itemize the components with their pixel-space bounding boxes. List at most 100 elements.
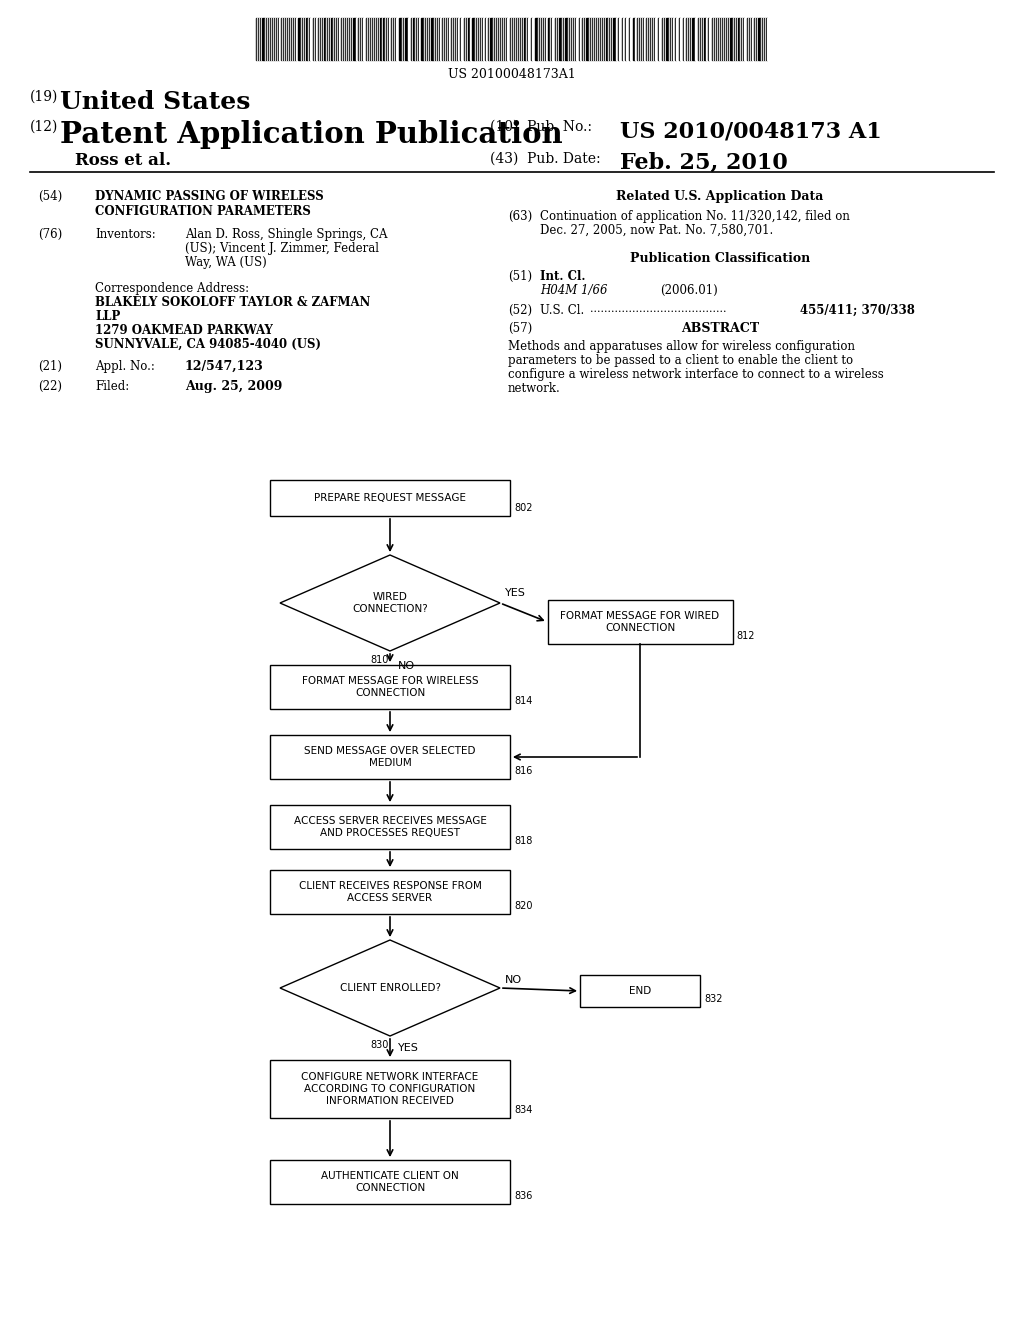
Text: 830: 830 xyxy=(371,1040,389,1049)
Bar xyxy=(626,18,629,59)
Text: 816: 816 xyxy=(514,766,532,776)
Bar xyxy=(507,18,510,59)
Bar xyxy=(666,18,669,59)
Bar xyxy=(406,18,408,59)
Text: CLIENT ENROLLED?: CLIENT ENROLLED? xyxy=(340,983,440,993)
Text: Way, WA (US): Way, WA (US) xyxy=(185,256,266,269)
Bar xyxy=(270,870,510,913)
Text: (63): (63) xyxy=(508,210,532,223)
Text: 814: 814 xyxy=(514,696,532,706)
Text: H04M 1/66: H04M 1/66 xyxy=(540,284,607,297)
Text: Inventors:: Inventors: xyxy=(95,228,156,242)
Bar xyxy=(472,18,475,59)
Bar xyxy=(586,18,589,59)
Bar xyxy=(684,18,686,59)
Text: Patent Application Publication: Patent Application Publication xyxy=(60,120,562,149)
Bar xyxy=(706,18,708,59)
Text: 802: 802 xyxy=(514,503,532,513)
Bar xyxy=(575,18,579,59)
Bar xyxy=(399,18,402,59)
Text: Related U.S. Application Data: Related U.S. Application Data xyxy=(616,190,823,203)
Bar xyxy=(673,18,675,59)
Text: US 2010/0048173 A1: US 2010/0048173 A1 xyxy=(620,120,882,143)
Polygon shape xyxy=(280,940,500,1036)
Bar xyxy=(616,18,618,59)
Bar xyxy=(396,18,399,59)
Text: DYNAMIC PASSING OF WIRELESS: DYNAMIC PASSING OF WIRELESS xyxy=(95,190,324,203)
Text: AUTHENTICATE CLIENT ON
CONNECTION: AUTHENTICATE CLIENT ON CONNECTION xyxy=(322,1171,459,1193)
Text: FORMAT MESSAGE FOR WIRED
CONNECTION: FORMAT MESSAGE FOR WIRED CONNECTION xyxy=(560,611,720,632)
Bar xyxy=(580,975,700,1007)
Bar xyxy=(431,18,434,59)
Bar xyxy=(546,18,548,59)
Bar xyxy=(635,18,637,59)
Bar xyxy=(548,601,732,644)
Bar xyxy=(270,480,510,516)
Bar xyxy=(306,18,308,59)
Bar xyxy=(461,18,464,59)
Bar xyxy=(695,18,698,59)
Text: Aug. 25, 2009: Aug. 25, 2009 xyxy=(185,380,283,393)
Text: FORMAT MESSAGE FOR WIRELESS
CONNECTION: FORMAT MESSAGE FOR WIRELESS CONNECTION xyxy=(302,676,478,698)
Bar xyxy=(613,18,616,59)
Text: CONFIGURATION PARAMETERS: CONFIGURATION PARAMETERS xyxy=(95,205,311,218)
Text: YES: YES xyxy=(398,1043,419,1053)
Bar xyxy=(730,18,733,59)
Bar xyxy=(316,18,318,59)
Text: Continuation of application No. 11/320,142, filed on: Continuation of application No. 11/320,1… xyxy=(540,210,850,223)
Bar xyxy=(380,18,382,59)
Text: configure a wireless network interface to connect to a wireless: configure a wireless network interface t… xyxy=(508,368,884,381)
Text: (51): (51) xyxy=(508,271,532,282)
Bar xyxy=(705,18,706,59)
Text: (22): (22) xyxy=(38,380,62,393)
Bar xyxy=(449,18,451,59)
Text: (2006.01): (2006.01) xyxy=(660,284,718,297)
Bar xyxy=(618,18,622,59)
Bar xyxy=(310,18,313,59)
Bar xyxy=(362,18,366,59)
Bar xyxy=(468,18,470,59)
Text: ABSTRACT: ABSTRACT xyxy=(681,322,759,335)
Bar xyxy=(524,18,526,59)
Bar xyxy=(535,18,538,59)
Polygon shape xyxy=(280,554,500,651)
Bar xyxy=(490,18,493,59)
Text: LLP: LLP xyxy=(95,310,120,323)
Text: Methods and apparatuses allow for wireless configuration: Methods and apparatuses allow for wirele… xyxy=(508,341,855,352)
Text: (21): (21) xyxy=(38,360,62,374)
Bar xyxy=(744,18,746,59)
Text: 1279 OAKMEAD PARKWAY: 1279 OAKMEAD PARKWAY xyxy=(95,323,272,337)
Bar xyxy=(752,18,754,59)
Text: (10)  Pub. No.:: (10) Pub. No.: xyxy=(490,120,592,135)
Text: Dec. 27, 2005, now Pat. No. 7,580,701.: Dec. 27, 2005, now Pat. No. 7,580,701. xyxy=(540,224,773,238)
Bar xyxy=(298,18,301,59)
Bar xyxy=(692,18,695,59)
Bar xyxy=(580,18,582,59)
Text: (19): (19) xyxy=(30,90,58,104)
Bar xyxy=(458,18,460,59)
Text: Ross et al.: Ross et al. xyxy=(75,152,171,169)
Text: Filed:: Filed: xyxy=(95,380,129,393)
Bar xyxy=(623,18,625,59)
Bar xyxy=(270,805,510,849)
Bar xyxy=(356,18,358,59)
Bar xyxy=(709,18,712,59)
Text: 834: 834 xyxy=(514,1105,532,1115)
Text: 832: 832 xyxy=(705,994,723,1005)
Text: 820: 820 xyxy=(514,902,532,911)
Bar xyxy=(630,18,633,59)
Bar xyxy=(633,18,635,59)
Bar xyxy=(270,665,510,709)
Text: (12): (12) xyxy=(30,120,58,135)
Text: Alan D. Ross, Shingle Springs, CA: Alan D. Ross, Shingle Springs, CA xyxy=(185,228,387,242)
Text: .......................................: ....................................... xyxy=(590,304,726,314)
Bar xyxy=(532,18,535,59)
Text: 455/411; 370/338: 455/411; 370/338 xyxy=(800,304,914,317)
Text: (54): (54) xyxy=(38,190,62,203)
Bar xyxy=(606,18,608,59)
Bar xyxy=(270,1060,510,1118)
Text: CONFIGURE NETWORK INTERFACE
ACCORDING TO CONFIGURATION
INFORMATION RECEIVED: CONFIGURE NETWORK INTERFACE ACCORDING TO… xyxy=(301,1072,478,1106)
Text: NO: NO xyxy=(398,661,415,671)
Bar xyxy=(548,18,550,59)
Bar xyxy=(486,18,488,59)
